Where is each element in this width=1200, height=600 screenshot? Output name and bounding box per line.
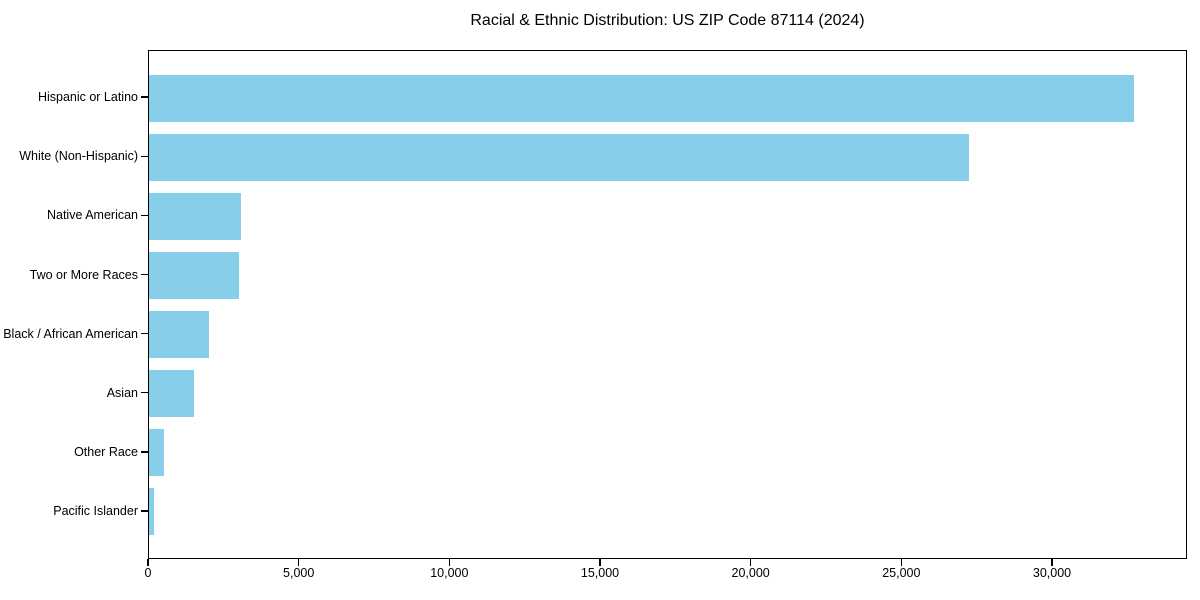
y-axis-label: Two or More Races [29, 267, 138, 282]
bar-pacific-islander [149, 488, 154, 536]
x-axis-tick-label: 5,000 [283, 566, 315, 580]
bar-hispanic-or-latino [149, 74, 1134, 122]
x-tick-mark [297, 559, 300, 566]
y-axis-label: Native American [46, 208, 138, 223]
y-tick-mark [141, 155, 148, 158]
x-tick-mark [1051, 559, 1053, 566]
x-tick-mark [448, 559, 451, 566]
bar-asian [149, 370, 195, 418]
y-tick-mark [141, 391, 148, 394]
bar-two-or-more-races [149, 252, 240, 299]
y-axis-label: Black / African American [3, 326, 138, 341]
x-tick-mark [147, 559, 149, 566]
x-axis-tick-label: 15,000 [580, 566, 620, 580]
x-axis-tick-label: 20,000 [731, 566, 770, 580]
y-tick-mark [141, 332, 148, 335]
plot-area [148, 50, 1187, 559]
y-axis-label: Other Race [74, 444, 138, 459]
chart-title: Racial & Ethnic Distribution: US ZIP Cod… [470, 12, 865, 29]
y-axis-label: Pacific Islander [53, 503, 138, 518]
x-tick-mark [900, 559, 903, 566]
y-tick-mark [141, 510, 148, 512]
y-axis-label: White (Non-Hispanic) [19, 149, 138, 164]
x-tick-mark [749, 559, 752, 566]
y-axis-label: Asian [106, 385, 138, 400]
bar-white-non-hispanic [149, 133, 969, 181]
y-tick-mark [141, 451, 148, 453]
x-tick-mark [599, 559, 601, 566]
y-tick-mark [141, 273, 148, 276]
bar-black-african-american [149, 311, 210, 359]
x-axis-tick-label: 0 [144, 566, 152, 580]
bar-other-race [149, 429, 165, 477]
y-tick-mark [141, 96, 148, 98]
x-axis-tick-label: 25,000 [882, 566, 921, 580]
y-axis-label: Hispanic or Latino [37, 90, 138, 105]
x-axis-tick-label: 10,000 [430, 566, 469, 580]
x-axis-tick-label: 30,000 [1032, 566, 1072, 580]
y-tick-mark [141, 214, 148, 217]
bar-native-american [149, 192, 241, 240]
